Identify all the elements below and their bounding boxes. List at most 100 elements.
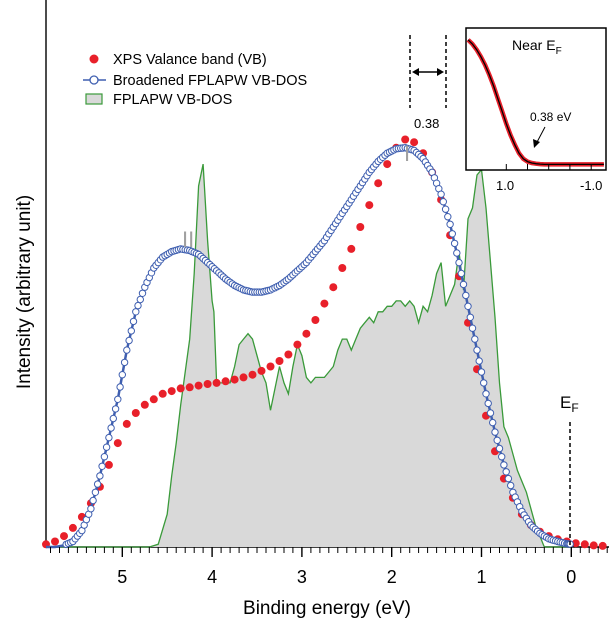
broadened-dos-point [459, 280, 468, 289]
xps-point [248, 370, 257, 379]
xps-point [104, 460, 113, 469]
xps-point [302, 329, 311, 338]
broadened-dos-point [491, 428, 499, 436]
y-axis-title: Intensity (arbitrary unit) [14, 195, 35, 389]
x-tick-label: 3 [297, 567, 307, 587]
legend-dos-marker [85, 93, 103, 105]
x-axis-title: Binding energy (eV) [243, 598, 411, 618]
legend-xps-marker [89, 54, 99, 64]
xps-point [212, 378, 221, 387]
broadened-dos-point [134, 301, 142, 310]
width-marker-label: 0.38 [414, 116, 439, 131]
xps-point [275, 357, 284, 365]
xps-points-layer [42, 135, 607, 550]
xps-point [176, 384, 185, 393]
x-tick-label: 4 [207, 567, 217, 587]
inset-fit-curve [467, 39, 604, 166]
broadened-dos-point [127, 327, 136, 335]
width-marker: 0.38 [409, 35, 447, 131]
broadened-dos-point [114, 395, 122, 403]
broadened-dos-point [464, 302, 472, 310]
broadened-dos-point [489, 418, 497, 427]
broadened-dos-point [455, 258, 463, 267]
broadened-dos-point [439, 198, 447, 206]
xps-point [68, 523, 77, 532]
broadened-dos-point [87, 505, 95, 513]
dos-area-outline [46, 163, 572, 548]
broadened-dos-point [107, 424, 115, 432]
dos-area-fill [46, 164, 572, 547]
inset-curve-layer [466, 38, 604, 170]
broadened-dos-point [129, 317, 138, 326]
broadened-dos-point [477, 368, 486, 376]
xps-point [383, 160, 392, 169]
inset-tick-label-0: 1.0 [496, 178, 514, 193]
legend-broadened-label: Broadened FPLAPW VB-DOS [113, 73, 307, 89]
xps-point [221, 377, 230, 386]
broadened-dos-point [136, 295, 145, 304]
broadened-dos-point [89, 496, 97, 505]
xps-point [60, 532, 68, 541]
fermi-level-label: EF [560, 393, 579, 415]
xps-point [185, 383, 194, 392]
xps-point [401, 135, 410, 144]
inset-panel: Near EF 0.38 eV 1.0 -1.0 [465, 27, 607, 193]
broadened-dos-point [132, 308, 140, 316]
broadened-dos-point [118, 371, 127, 379]
x-tick-label: 5 [117, 567, 127, 587]
broadened-dos-point [116, 383, 124, 391]
xps-point [203, 380, 212, 388]
xps-point [374, 179, 383, 188]
broadened-dos-point [480, 379, 488, 387]
broadened-dos-point [102, 443, 111, 451]
broadened-dos-point [450, 239, 459, 248]
broadened-dos-point [93, 480, 102, 488]
broadened-dos-point [471, 335, 479, 343]
inset-title: Near EF [512, 37, 562, 57]
xps-point [194, 381, 203, 390]
xps-point [131, 409, 140, 417]
xps-point [113, 439, 122, 448]
broadened-dos-point [138, 289, 147, 297]
broadened-dos-point [462, 291, 470, 300]
broadened-dos-point [96, 472, 104, 480]
broadened-dos-point [437, 190, 445, 198]
xps-point [239, 373, 248, 382]
broadened-dos-point [441, 205, 450, 213]
xps-point [571, 539, 580, 548]
legend-dos-label: FPLAPW VB-DOS [113, 92, 232, 108]
legend: XPS Valance band (VB) Broadened FPLAPW V… [83, 52, 307, 108]
broadened-dos-point [504, 474, 513, 483]
xps-point [293, 340, 302, 349]
xps-point [257, 366, 266, 375]
xps-point [149, 395, 158, 404]
x-tick-label: 2 [387, 567, 397, 587]
legend-broadened-marker [89, 75, 99, 85]
broadened-dos-point [120, 358, 129, 367]
broadened-dos-layer [46, 144, 574, 549]
broadened-dos-point [123, 346, 131, 354]
xps-point [329, 283, 338, 292]
inset-tick-label-1: -1.0 [580, 178, 602, 193]
xps-point [589, 541, 598, 550]
broadened-dos-point [444, 213, 452, 221]
xps-point [266, 362, 275, 371]
broadened-dos-point [109, 414, 118, 423]
xps-point [356, 223, 365, 231]
xps-point [338, 264, 347, 272]
broadened-dos-point [468, 324, 477, 332]
xps-point [410, 138, 419, 147]
broadened-dos-point [475, 357, 483, 365]
broadened-dos-point [448, 230, 456, 238]
xps-point [140, 400, 149, 409]
inset-frame [465, 27, 607, 171]
xps-point [365, 201, 374, 210]
xps-point [598, 541, 607, 550]
broadened-dos-point [484, 399, 492, 408]
broadened-dos-point [91, 488, 100, 496]
broadened-dos-point [457, 269, 465, 278]
x-tick-layer: 5 4 3 2 1 0 [50, 547, 608, 587]
broadened-dos-point [453, 249, 461, 257]
x-tick-label: 1 [476, 567, 486, 587]
